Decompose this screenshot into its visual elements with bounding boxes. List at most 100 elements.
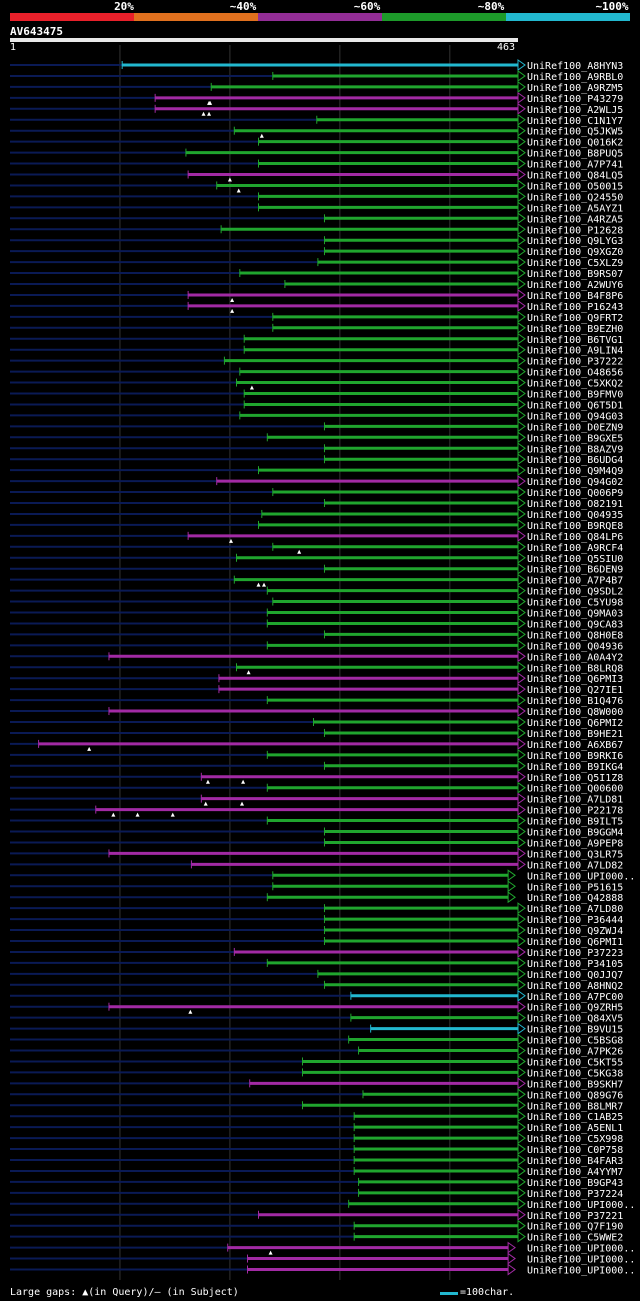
hit-label: UniRef100_B4FAR3: [527, 1156, 623, 1167]
hit-label: UniRef100_A0A4Y2: [527, 652, 623, 663]
end-arrow: [517, 1011, 526, 1024]
end-arrow: [517, 945, 526, 958]
end-arrow: [517, 814, 526, 827]
hit-label: UniRef100_C1N1Y7: [527, 116, 623, 127]
query-gap-marker: [111, 812, 116, 817]
scale-label-80: ~80%: [477, 0, 505, 13]
band-60: [258, 13, 382, 21]
query-gap-marker: [135, 812, 140, 817]
identity-color-scale: 20% ~40% ~60% ~80% ~100%: [0, 0, 640, 22]
end-arrow: [517, 1143, 526, 1156]
end-arrow: [517, 683, 526, 696]
end-arrow: [517, 705, 526, 718]
hit-label: UniRef100_A2WLJ5: [527, 105, 623, 116]
end-arrow: [517, 299, 526, 312]
end-arrow: [517, 1121, 526, 1134]
end-arrow: [517, 1154, 526, 1166]
end-arrow: [517, 321, 526, 334]
hit-label: UniRef100_C0P758: [527, 1145, 623, 1156]
hit-label: UniRef100_Q9XGZ0: [527, 247, 623, 258]
ruler-start-label: 1: [10, 42, 17, 53]
end-arrow: [517, 956, 526, 969]
end-arrow: [517, 365, 526, 378]
hit-label: UniRef100_A5AYZ1: [527, 203, 623, 214]
hit-label: UniRef100_UPI000..: [527, 1255, 635, 1266]
end-arrow: [517, 836, 526, 849]
hit-label: UniRef100_Q9SDL2: [527, 587, 623, 598]
end-arrow: [517, 1022, 526, 1035]
query-gap-marker: [170, 812, 175, 817]
hit-label: UniRef100_Q5I1Z8: [527, 773, 623, 784]
hit-label: UniRef100_Q3LR75: [527, 849, 623, 860]
end-arrow: [517, 858, 526, 871]
hit-label: UniRef100_Q7F190: [527, 1222, 623, 1233]
hit-label: UniRef100_B9EZH0: [527, 324, 623, 335]
hit-label: UniRef100_Q84XV5: [527, 1014, 623, 1025]
hit-label: UniRef100_O48656: [527, 368, 623, 379]
end-arrow: [517, 190, 526, 203]
hit-label: UniRef100_A9LIN4: [527, 346, 623, 357]
end-arrow: [517, 223, 526, 236]
hit-label: UniRef100_P37224: [527, 1189, 623, 1200]
hit-label: UniRef100_C5KG38: [527, 1068, 623, 1079]
end-arrow: [517, 770, 526, 783]
query-gap-marker: [241, 779, 246, 784]
query-gap-marker: [188, 1009, 193, 1014]
hit-label: UniRef100_A7P741: [527, 160, 623, 171]
end-arrow: [517, 267, 526, 280]
end-arrow: [517, 420, 526, 433]
query-gap-marker: [207, 111, 212, 116]
end-arrow: [517, 1164, 526, 1177]
end-arrow: [517, 497, 526, 509]
end-arrow: [517, 442, 526, 455]
hit-label: UniRef100_C5XKQ2: [527, 379, 623, 390]
hit-label: UniRef100_B9RS07: [527, 269, 623, 280]
hit-label: UniRef100_Q84LP6: [527, 532, 623, 543]
query-gap-marker: [259, 133, 264, 138]
end-arrow: [517, 332, 526, 345]
end-arrow: [517, 1099, 526, 1112]
end-arrow: [517, 343, 526, 356]
end-arrow: [517, 924, 526, 937]
hit-label: UniRef100_B9GP43: [527, 1178, 623, 1189]
end-arrow: [517, 694, 526, 707]
end-arrow: [517, 1044, 526, 1057]
end-arrow: [517, 1219, 526, 1232]
end-arrow: [517, 595, 526, 608]
hit-label: UniRef100_B9RQE8: [527, 521, 623, 532]
hit-label: UniRef100_Q0JJQ7: [527, 970, 623, 981]
end-arrow: [517, 288, 526, 301]
end-arrow: [517, 245, 526, 258]
end-arrow: [517, 59, 526, 71]
end-arrow: [517, 716, 526, 728]
hit-label: UniRef100_Q9MA03: [527, 609, 623, 620]
query-id: AV643475: [10, 25, 63, 38]
end-arrow: [507, 869, 516, 882]
band-40: [134, 13, 258, 21]
hit-label: UniRef100_Q5SIU0: [527, 554, 623, 565]
end-arrow: [517, 1077, 526, 1090]
hit-label: UniRef100_A4YYM7: [527, 1167, 623, 1178]
hit-label: UniRef100_A4RZA5: [527, 214, 623, 225]
hit-label: UniRef100_B9IKG4: [527, 762, 623, 773]
hit-label: UniRef100_Q9LYG3: [527, 236, 623, 247]
end-arrow: [517, 179, 526, 192]
hit-label: UniRef100_UPI000..: [527, 1266, 635, 1277]
end-arrow: [517, 1066, 526, 1079]
hit-label: UniRef100_P37221: [527, 1211, 623, 1222]
end-arrow: [517, 792, 526, 805]
hit-label: UniRef100_A9RBL0: [527, 72, 623, 83]
hit-label: UniRef100_A2WUY6: [527, 280, 623, 291]
legend-gaps: Large gaps: ▲(in Query)/– (in Subject): [10, 1287, 239, 1298]
query-gap-marker: [262, 582, 266, 587]
end-arrow: [517, 584, 526, 597]
end-arrow: [517, 726, 526, 739]
end-arrow: [517, 989, 526, 1002]
hit-label: UniRef100_Q94G02: [527, 477, 623, 488]
end-arrow: [517, 529, 526, 542]
end-arrow: [517, 540, 526, 553]
end-arrow: [507, 1263, 516, 1276]
end-arrow: [517, 825, 526, 838]
hit-label: UniRef100_C1AB25: [527, 1112, 623, 1123]
end-arrow: [517, 1197, 526, 1210]
